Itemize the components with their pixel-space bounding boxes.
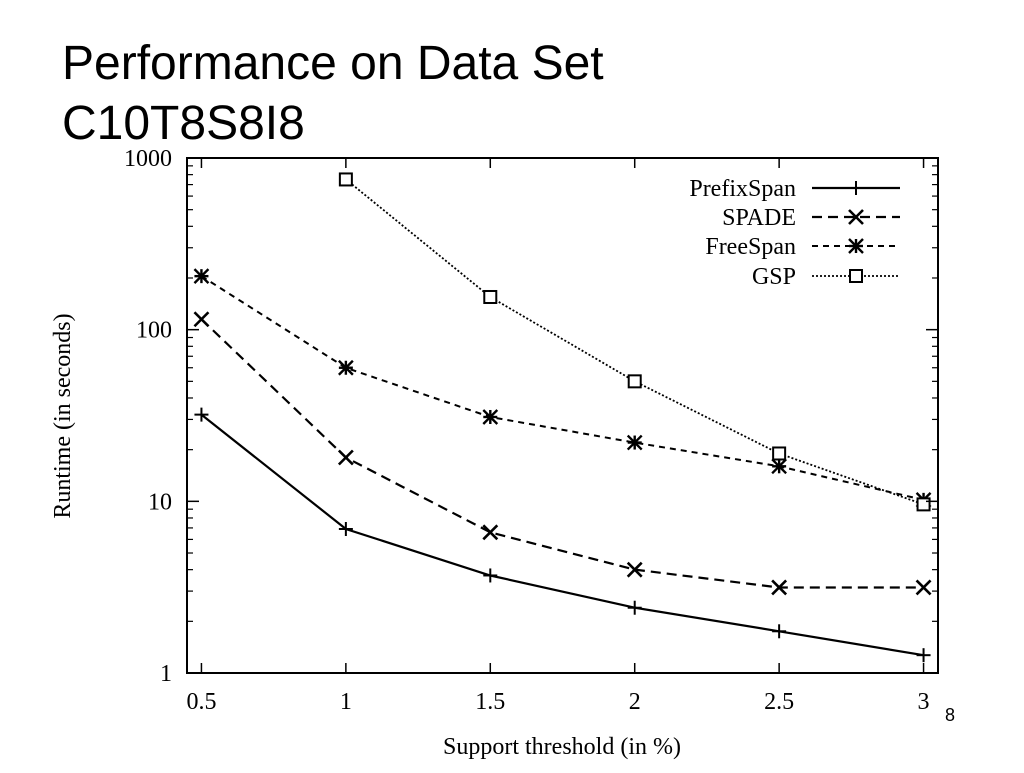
series-spade: [193, 311, 932, 596]
data-point-gsp: [916, 497, 931, 512]
y-axis-label: Runtime (in seconds): [50, 313, 76, 518]
series-freespan: [193, 268, 932, 508]
axis-ticks: [187, 157, 938, 674]
x-tick-label: 1.5: [475, 689, 505, 715]
data-point-spade-d2: [915, 579, 932, 596]
plot-background: [187, 158, 938, 673]
legend-marker-gsp: [849, 269, 863, 283]
data-point-gsp: [772, 446, 787, 461]
y-tick-label: 100: [136, 318, 172, 344]
legend-label: GSP: [752, 264, 796, 290]
plot-content: [193, 172, 932, 663]
data-point-spade-d2: [626, 561, 643, 578]
data-point-spade-d2: [193, 311, 210, 328]
series-gsp: [338, 172, 931, 512]
legend-label: FreeSpan: [705, 234, 796, 260]
series-line-freespan: [200, 275, 924, 501]
data-point-gsp: [627, 374, 642, 389]
y-tick-label: 10: [148, 489, 172, 515]
series-prefixspan: [194, 407, 931, 663]
series-line-prefixspan: [200, 413, 924, 657]
y-tick-label: 1: [160, 661, 172, 687]
x-tick-label: 1: [340, 689, 352, 715]
page-number: 8: [945, 705, 956, 725]
slide-title-line-1: Performance on Data Set: [62, 37, 604, 90]
data-point-spade-d2: [337, 449, 354, 466]
x-tick-label: 2.5: [764, 689, 794, 715]
legend-label: SPADE: [722, 205, 796, 231]
data-point-gsp: [338, 172, 353, 187]
slide-title-line-2: C10T8S8I8: [62, 97, 305, 150]
plot-frame: [186, 157, 939, 674]
series-line-spade: [200, 318, 924, 589]
legend-label: PrefixSpan: [689, 176, 796, 202]
data-point-gsp: [483, 289, 498, 304]
y-tick-label: 1000: [124, 146, 172, 172]
x-tick-label: 2: [629, 689, 641, 715]
x-tick-label: 3: [918, 689, 930, 715]
legend-marker-spade-d2: [848, 209, 864, 225]
legend: PrefixSpan SPADE FreeSpan GSP: [689, 176, 900, 290]
axis-tick-labels: 0.5 1 1.5 2 2.5 3 1 10 100 1000: [124, 146, 930, 715]
x-axis-label: Support threshold (in %): [443, 734, 681, 760]
slide-title: Performance on Data Set C10T8S8I8: [62, 34, 962, 154]
data-point-spade-d2: [771, 579, 788, 596]
data-point-spade-d2: [482, 524, 499, 541]
x-tick-label: 0.5: [186, 689, 216, 715]
